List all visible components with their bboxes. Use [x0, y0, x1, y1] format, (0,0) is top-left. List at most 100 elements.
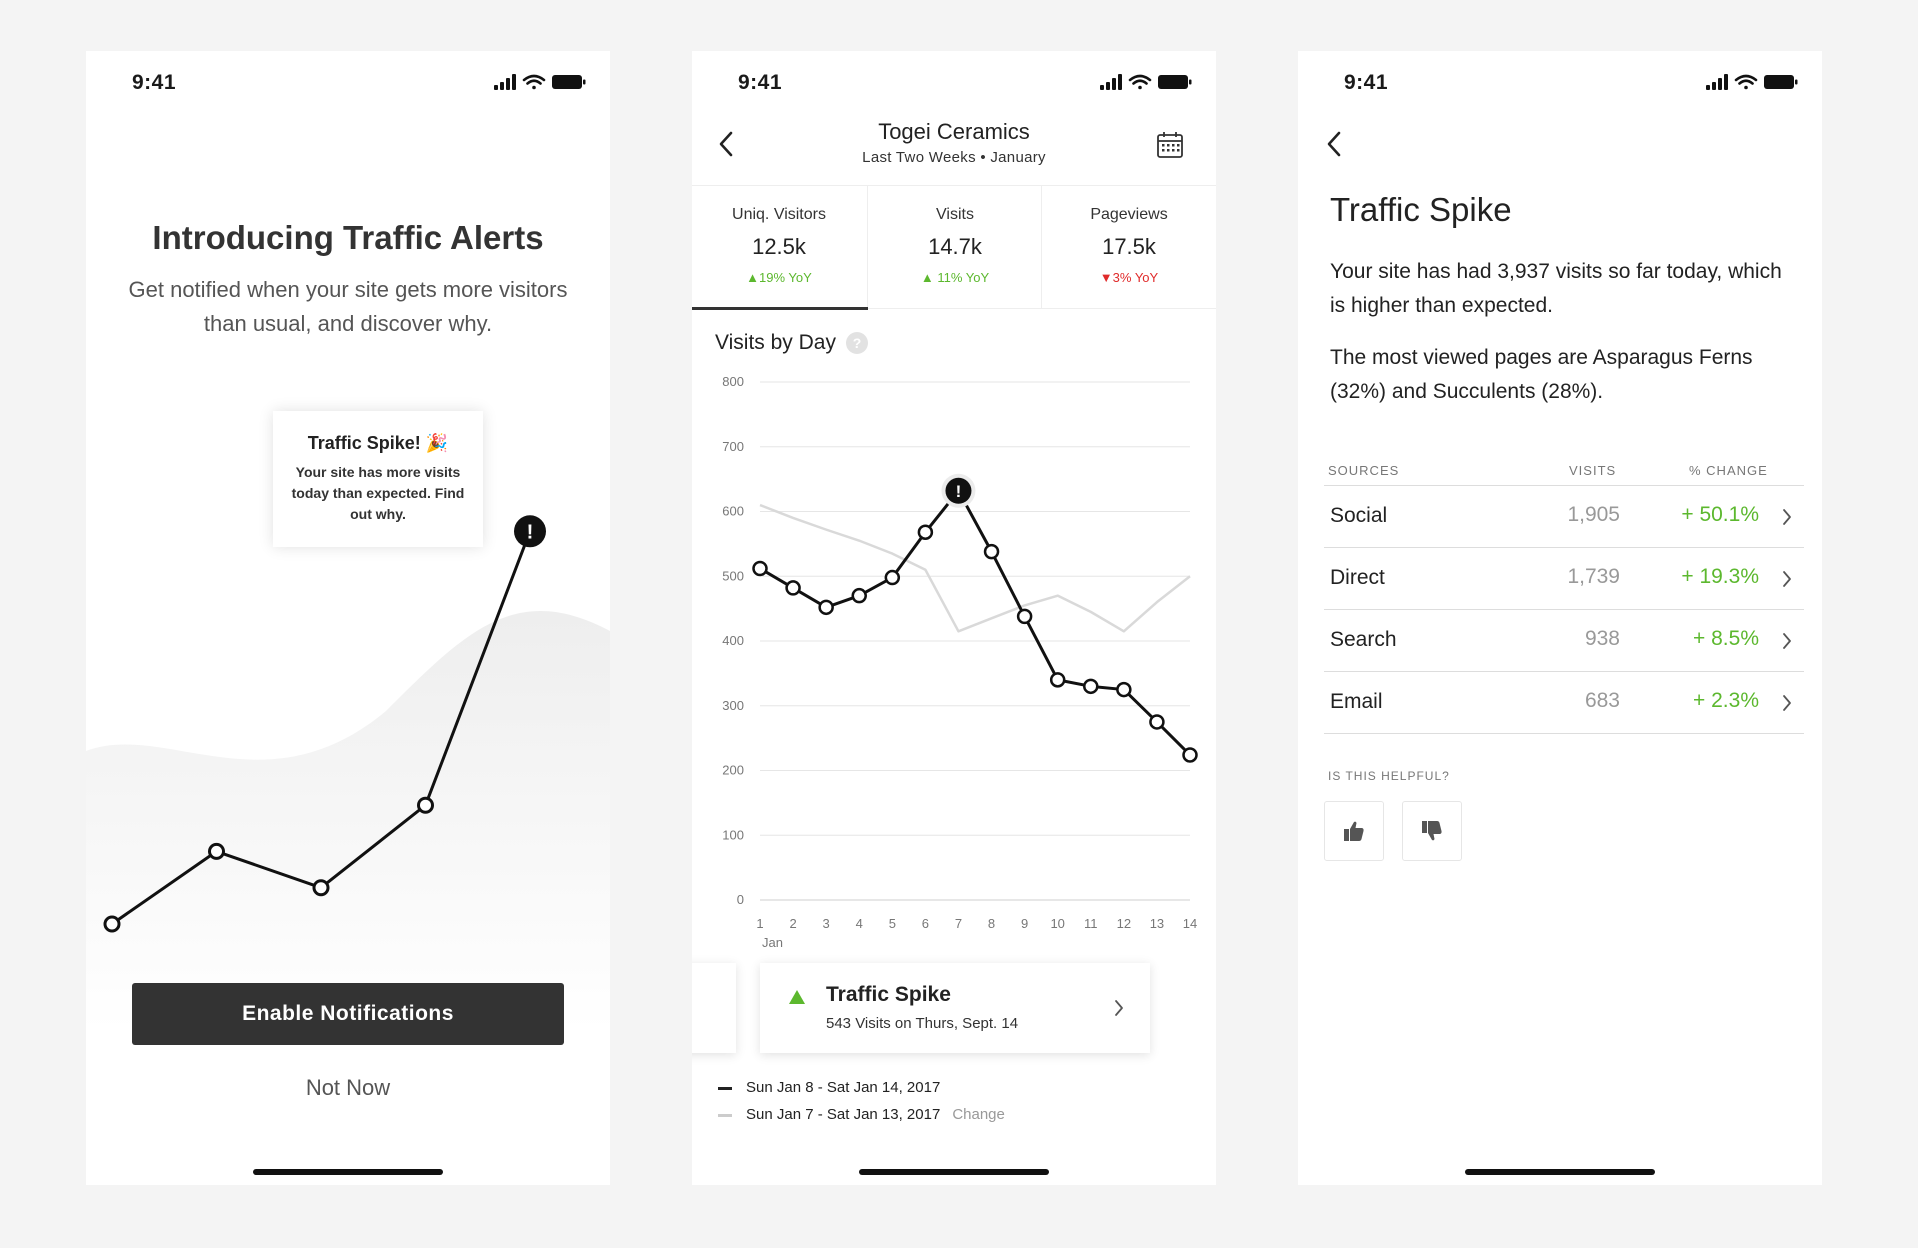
not-now-button[interactable]: Not Now — [305, 1075, 391, 1100]
table-row-email[interactable]: Email 683 + 2.3% — [1324, 672, 1804, 734]
x-tick-label: 7 — [955, 916, 962, 931]
up-triangle-icon — [789, 990, 805, 1004]
previous-card-peek[interactable] — [692, 963, 736, 1053]
back-chevron-icon[interactable] — [1326, 131, 1342, 157]
enable-notifications-button[interactable]: Enable Notifications — [132, 983, 564, 1045]
table-row-direct[interactable]: Direct 1,739 + 19.3% — [1324, 548, 1804, 610]
y-tick-label: 0 — [737, 892, 744, 907]
status-time: 9:41 — [132, 71, 177, 94]
data-point — [983, 543, 1000, 560]
data-point — [785, 580, 801, 596]
source-name: Direct — [1330, 566, 1385, 589]
home-indicator — [859, 1169, 1049, 1175]
table-row-search[interactable]: Search 938 + 8.5% — [1324, 610, 1804, 672]
stat-tab-unique-visitors[interactable]: Uniq. Visitors 12.5k ▲19% YoY — [692, 186, 866, 308]
legend-previous-period: Sun Jan 7 - Sat Jan 13, 2017 Change — [718, 1106, 1005, 1123]
status-icons — [1100, 73, 1194, 96]
stat-change: ▲19% YoY — [746, 270, 812, 285]
change-comparison-link[interactable]: Change — [952, 1106, 1005, 1123]
y-tick-label: 700 — [722, 439, 744, 454]
site-stats-screen: 9:41 Togei Ceramics Last Two Weeks • Jan… — [692, 51, 1216, 1185]
x-tick-label: 8 — [988, 916, 995, 931]
battery-icon — [1764, 75, 1798, 89]
stat-change: ▲ 11% YoY — [920, 270, 990, 285]
data-point — [1116, 681, 1132, 698]
source-change: + 8.5% — [1693, 627, 1759, 650]
data-point — [1182, 747, 1198, 763]
alert-intro-screen: 9:41 Introducing Traffic Alerts Get noti… — [86, 51, 610, 1185]
thumbs-down-icon — [1422, 821, 1442, 841]
home-indicator — [1465, 1169, 1655, 1175]
spike-card-title: Traffic Spike — [826, 983, 951, 1006]
intro-title: Introducing Traffic Alerts — [152, 219, 544, 256]
source-visits: 1,905 — [1567, 503, 1620, 526]
y-tick-label: 100 — [722, 827, 744, 842]
status-icons — [494, 73, 588, 96]
x-tick-label: 1 — [756, 916, 763, 931]
home-indicator — [253, 1169, 443, 1175]
stats-tabs: Uniq. Visitors 12.5k ▲19% YoY Visits 14.… — [692, 185, 1216, 310]
stat-label: Pageviews — [1090, 206, 1168, 223]
alert-marker-icon — [945, 477, 972, 504]
thumbs-down-button[interactable] — [1402, 801, 1462, 861]
x-tick-label: 6 — [922, 916, 929, 931]
source-change: + 50.1% — [1681, 503, 1759, 526]
header-sources: SOURCES — [1328, 463, 1400, 478]
data-point — [818, 599, 834, 616]
status-time: 9:41 — [738, 71, 783, 94]
header-change: % CHANGE — [1689, 463, 1768, 478]
top-pages-text: The most viewed pages are Asparagus Fern… — [1330, 346, 1753, 403]
page-title: Traffic Spike — [1330, 191, 1512, 228]
notification-body: Your site has more visits today than exp… — [291, 464, 465, 522]
data-point — [1049, 672, 1066, 688]
legend-label: Sun Jan 8 - Sat Jan 14, 2017 — [746, 1079, 941, 1096]
data-point — [851, 587, 867, 604]
illustration-point — [312, 879, 330, 897]
calendar-icon[interactable] — [1156, 131, 1184, 159]
spike-summary-text: Your site has had 3,937 visits so far to… — [1330, 260, 1782, 317]
chevron-right-icon — [1783, 571, 1791, 587]
source-change: + 19.3% — [1681, 565, 1759, 588]
date-range-subtitle: Last Two Weeks • January — [862, 149, 1046, 166]
thumbs-up-button[interactable] — [1324, 801, 1384, 861]
data-point — [752, 560, 768, 577]
stat-value: 17.5k — [1102, 234, 1156, 259]
x-tick-label: 4 — [856, 916, 863, 931]
x-tick-label: 5 — [889, 916, 896, 931]
status-time: 9:41 — [1344, 71, 1389, 94]
legend-label: Sun Jan 7 - Sat Jan 13, 2017 — [746, 1106, 941, 1123]
legend-swatch — [718, 1113, 732, 1117]
chevron-right-icon — [1783, 509, 1791, 525]
signal-icon — [1706, 74, 1728, 90]
help-icon[interactable]: ? — [846, 332, 868, 355]
legend-current-period: Sun Jan 8 - Sat Jan 14, 2017 — [718, 1079, 940, 1096]
source-name: Email — [1330, 690, 1383, 713]
back-chevron-icon[interactable] — [718, 131, 734, 157]
stat-tab-pageviews[interactable]: Pageviews 17.5k ▼3% YoY — [1041, 186, 1216, 308]
sources-table: Social 1,905 + 50.1% Direct 1,739 + 19.3… — [1324, 485, 1804, 734]
header-visits: VISITS — [1569, 463, 1617, 478]
y-tick-label: 200 — [722, 763, 744, 778]
illustration-point — [208, 842, 225, 860]
source-visits: 938 — [1584, 627, 1620, 650]
traffic-spike-detail-screen: 9:41 Traffic Spike Your site has had 3,9… — [1298, 51, 1822, 1185]
x-tick-label: 3 — [823, 916, 830, 931]
stat-tab-visits[interactable]: Visits 14.7k ▲ 11% YoY — [867, 186, 1042, 308]
signal-icon — [494, 74, 516, 90]
y-tick-label: 400 — [722, 633, 744, 648]
source-visits: 1,739 — [1567, 565, 1620, 588]
source-change: + 2.3% — [1693, 689, 1759, 712]
intro-subtitle: Get notified when your site gets more vi… — [128, 277, 568, 336]
thumbs-up-icon — [1344, 821, 1364, 841]
chart-title-text: Visits by Day — [715, 331, 836, 354]
series-line-current — [759, 489, 1192, 757]
stat-change: ▼3% YoY — [1099, 270, 1159, 285]
traffic-spike-card[interactable]: Traffic Spike 543 Visits on Thurs, Sept.… — [760, 963, 1150, 1053]
x-tick-label: 12 — [1117, 916, 1131, 931]
table-row-social[interactable]: Social 1,905 + 50.1% — [1324, 486, 1804, 548]
chevron-right-icon — [1115, 1000, 1123, 1016]
source-name: Social — [1330, 504, 1388, 527]
x-tick-label: 9 — [1021, 916, 1028, 931]
data-point — [1016, 608, 1033, 625]
